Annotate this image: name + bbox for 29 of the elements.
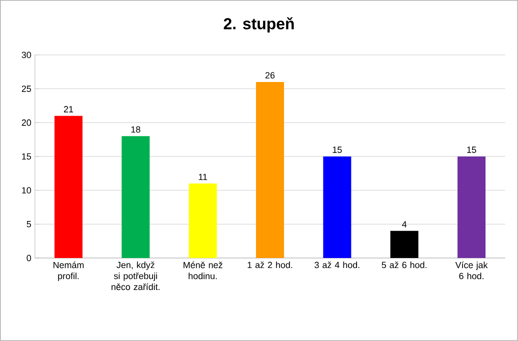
y-tick-label: 0 <box>26 254 32 262</box>
x-tick-label: Více jak 6 hod. <box>455 262 488 280</box>
bar <box>54 116 83 258</box>
chart-title: 2. stupeň <box>224 17 294 33</box>
y-tick-label: 5 <box>26 221 32 228</box>
bar <box>256 82 284 258</box>
bar <box>458 156 486 258</box>
y-tick-label: 15 <box>22 153 32 160</box>
x-tick-label: 5 až 6 hod. <box>382 262 426 268</box>
y-tick-label: 10 <box>22 187 32 194</box>
data-label: 18 <box>131 126 140 133</box>
bar <box>390 230 418 258</box>
bar <box>122 136 150 258</box>
data-label: 26 <box>265 72 275 79</box>
data-label: 15 <box>332 146 342 153</box>
x-tick-label: Jen, když si potřebuji něco zařídit. <box>112 262 160 290</box>
data-label: 15 <box>467 146 476 153</box>
x-tick-label: Nemám profil. <box>54 262 84 281</box>
bar <box>188 184 217 258</box>
data-label: 4 <box>402 221 407 228</box>
x-tick-label: Méně než hodinu. <box>184 262 222 280</box>
bar <box>323 156 352 258</box>
y-tick-label: 30 <box>22 52 32 58</box>
data-label: 21 <box>64 106 74 112</box>
y-tick-label: 20 <box>22 119 32 126</box>
y-tick-label: 25 <box>22 86 32 92</box>
x-tick-label: 1 až 2 hod. <box>248 262 292 268</box>
x-tick-label: 3 až 4 hod. <box>314 262 360 268</box>
data-label: 11 <box>198 174 208 180</box>
